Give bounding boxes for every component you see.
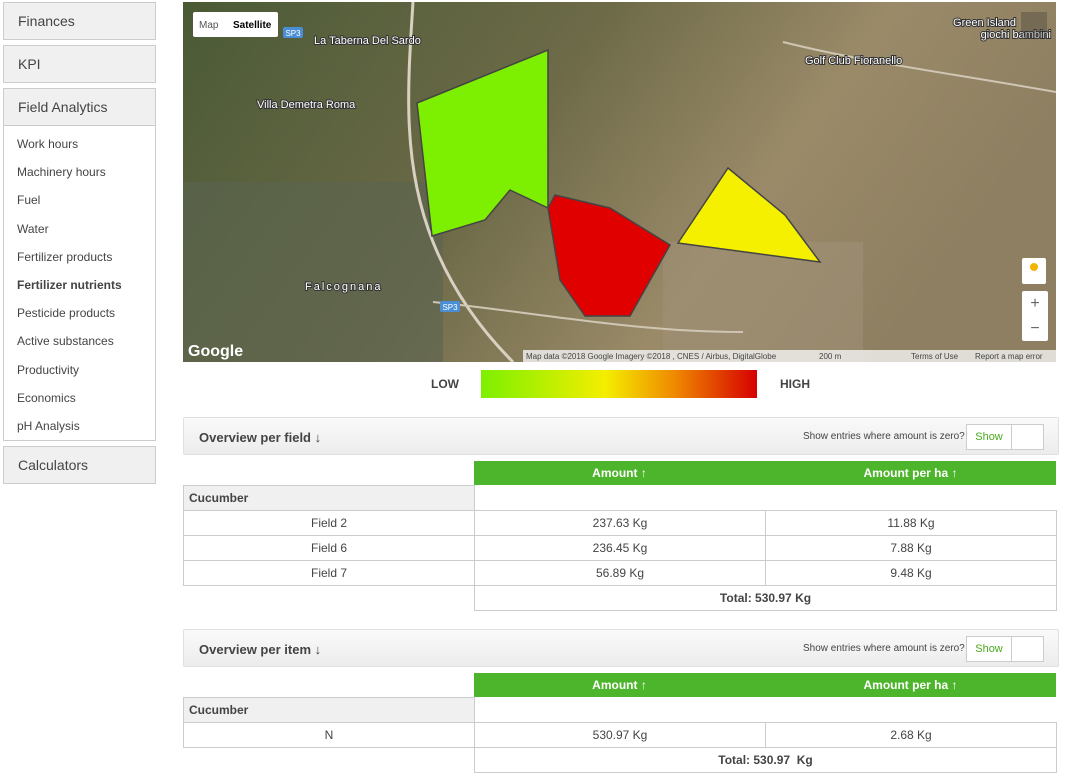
zero-prompt: Show entries where amount is zero? bbox=[803, 643, 965, 654]
field-red[interactable] bbox=[547, 194, 672, 317]
cell-value: 9.48 Kg bbox=[765, 560, 1057, 586]
zoom-out[interactable]: − bbox=[1030, 320, 1039, 337]
panel-title: Overview per field ↓ bbox=[199, 430, 322, 445]
place-label: Falcognana bbox=[305, 281, 383, 293]
place-label: giochi bambini bbox=[981, 29, 1051, 41]
menu-field-analytics[interactable]: Field Analytics bbox=[3, 88, 156, 126]
cell-value: 237.63 Kg bbox=[474, 510, 766, 536]
cell-value: 530.97 Kg bbox=[474, 722, 766, 748]
report-link[interactable]: Report a map error bbox=[975, 352, 1043, 361]
row-label: Field 2 bbox=[183, 510, 475, 536]
legend-gradient bbox=[481, 370, 757, 398]
row-label: N bbox=[183, 722, 475, 748]
cell-value: 56.89 Kg bbox=[474, 560, 766, 586]
zoom-control bbox=[1022, 291, 1048, 341]
place-label: La Taberna Del Sardo bbox=[314, 35, 421, 47]
submenu-item[interactable]: Pesticide products bbox=[17, 306, 116, 321]
road-label: SP3 bbox=[442, 303, 458, 312]
attribution: Map data ©2018 Google Imagery ©2018 , CN… bbox=[526, 352, 777, 361]
zero-toggle[interactable]: Show bbox=[966, 636, 1044, 662]
total: Total: 530.97 Kg bbox=[474, 747, 1057, 773]
map-area bbox=[183, 182, 443, 362]
cell-value: 2.68 Kg bbox=[765, 722, 1057, 748]
submenu: Work hours Machinery hours Fuel Water Fertil… bbox=[3, 126, 156, 441]
zero-prompt: Show entries where amount is zero? bbox=[803, 431, 965, 442]
submenu-item[interactable]: Fuel bbox=[17, 193, 41, 208]
map-type-control bbox=[193, 12, 278, 37]
map[interactable]: Map Satellite SP3 SP3 La Taberna Del Sar… bbox=[183, 2, 1056, 362]
row-label: Field 6 bbox=[183, 535, 475, 561]
cell-value: 236.45 Kg bbox=[474, 535, 766, 561]
column-header[interactable]: Amount per ha ↑ bbox=[765, 461, 1056, 485]
cell-value: 7.88 Kg bbox=[765, 535, 1057, 561]
legend-low: LOW bbox=[431, 377, 459, 391]
menu-finances[interactable]: Finances bbox=[3, 2, 156, 40]
total: Total: 530.97 Kg bbox=[474, 585, 1057, 611]
column-header[interactable]: Amount ↑ bbox=[474, 461, 765, 485]
menu-kpi[interactable]: KPI bbox=[3, 45, 156, 83]
cell-value: 11.88 Kg bbox=[765, 510, 1057, 536]
place-label: Green Island bbox=[953, 17, 1016, 29]
submenu-item[interactable]: Active substances bbox=[17, 334, 114, 349]
group-label: Cucumber bbox=[183, 485, 475, 511]
road-badge bbox=[440, 301, 460, 312]
fullscreen-button[interactable] bbox=[1021, 12, 1047, 38]
map-button[interactable]: Map bbox=[199, 20, 219, 31]
attribution-bar bbox=[523, 350, 1056, 362]
menu-calculators[interactable]: Calculators bbox=[3, 446, 156, 484]
map-area bbox=[663, 242, 863, 362]
field-yellow[interactable] bbox=[676, 166, 822, 263]
show-button[interactable]: Show bbox=[967, 637, 1012, 661]
zero-toggle[interactable]: Show bbox=[966, 424, 1044, 450]
place-label: Villa Demetra Roma bbox=[257, 99, 356, 111]
road-label: SP3 bbox=[285, 29, 301, 38]
submenu-item[interactable]: Fertilizer products bbox=[17, 249, 113, 264]
submenu-item[interactable]: Economics bbox=[17, 390, 76, 405]
field-green[interactable] bbox=[416, 48, 549, 237]
submenu-item[interactable]: Water bbox=[17, 221, 49, 236]
zoom-in[interactable]: + bbox=[1030, 295, 1039, 312]
scale: 200 m bbox=[819, 352, 842, 361]
row-label: Field 7 bbox=[183, 560, 475, 586]
road bbox=[407, 2, 515, 362]
panel-header: Overview per item ↓ Show entries where am… bbox=[183, 629, 1059, 667]
submenu-item[interactable]: pH Analysis bbox=[17, 419, 80, 433]
panel-title: Overview per item ↓ bbox=[199, 642, 322, 657]
satellite-button[interactable]: Satellite bbox=[233, 20, 272, 31]
place-label: Golf Club Fioranello bbox=[805, 55, 902, 67]
panel-header: Overview per field ↓ Show entries where a… bbox=[183, 417, 1059, 455]
google-logo: Google bbox=[188, 343, 243, 360]
group-label: Cucumber bbox=[183, 697, 475, 723]
column-header[interactable]: Amount ↑ bbox=[474, 673, 765, 697]
submenu-item[interactable]: Machinery hours bbox=[17, 165, 106, 180]
road-badge bbox=[283, 27, 303, 38]
show-button[interactable]: Show bbox=[967, 425, 1012, 449]
submenu-item[interactable]: Productivity bbox=[17, 362, 80, 377]
legend-high: HIGH bbox=[780, 377, 810, 391]
pegman-icon bbox=[1030, 263, 1038, 271]
submenu-item[interactable]: Work hours bbox=[17, 137, 79, 151]
road bbox=[782, 41, 1056, 93]
road bbox=[432, 301, 744, 333]
submenu-item[interactable]: Fertilizer nutrients bbox=[17, 278, 122, 292]
terms-link[interactable]: Terms of Use bbox=[911, 352, 959, 361]
column-header[interactable]: Amount per ha ↑ bbox=[765, 673, 1056, 697]
